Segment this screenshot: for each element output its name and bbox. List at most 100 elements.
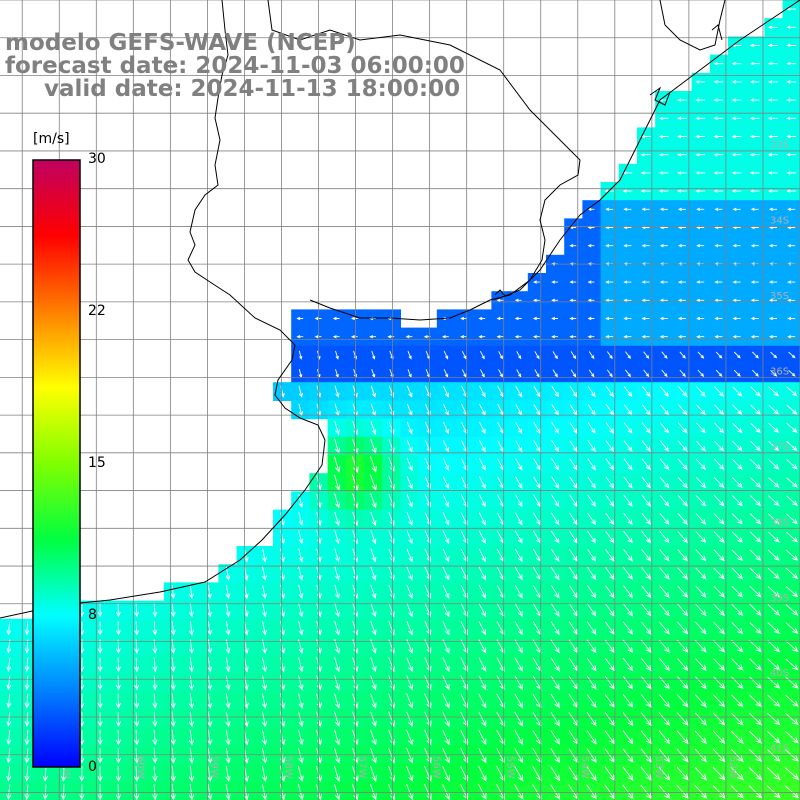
lat-label: 33S <box>770 140 789 151</box>
wind-arrow <box>640 657 652 672</box>
wind-arrow <box>640 784 653 800</box>
wind-arrow <box>623 280 632 284</box>
wind-arrow <box>749 189 760 193</box>
wind-arrow <box>712 766 726 781</box>
wind-arrow <box>406 475 413 490</box>
wind-arrow <box>97 784 103 800</box>
wind-arrow <box>605 422 615 434</box>
wind-arrow <box>786 440 798 452</box>
wind-arrow <box>785 676 799 689</box>
wind-arrow <box>170 747 176 764</box>
wind-arrow <box>6 784 12 800</box>
wind-arrow <box>659 243 668 248</box>
lat-label: 37S <box>770 442 789 453</box>
wind-arrow <box>677 116 687 121</box>
wind-arrow <box>713 531 725 543</box>
wind-arrow <box>767 567 780 580</box>
wind-arrow <box>640 189 651 193</box>
wind-arrow <box>569 548 578 562</box>
wind-arrow <box>715 351 723 359</box>
wind-arrow <box>225 566 231 581</box>
wind-arrow <box>677 585 689 598</box>
wind-arrow <box>713 458 725 470</box>
wind-arrow <box>677 567 688 580</box>
wind-arrow <box>170 675 176 691</box>
wind-arrow <box>768 98 778 102</box>
wind-arrow <box>623 207 632 212</box>
lat-label: 40S <box>770 668 789 679</box>
wind-arrow <box>749 458 762 470</box>
wind-arrow <box>134 621 140 636</box>
wind-arrow <box>442 784 450 800</box>
wind-arrow <box>768 280 777 284</box>
wind-arrow <box>640 694 652 708</box>
wind-arrow <box>748 748 763 763</box>
wind-arrow <box>713 494 725 507</box>
wind-arrow <box>115 765 122 783</box>
wind-arrow <box>533 476 541 489</box>
wind-arrow <box>658 171 669 175</box>
wind-arrow <box>676 676 689 690</box>
wind-arrow <box>768 404 780 415</box>
wind-arrow <box>714 386 724 397</box>
wind-arrow <box>262 602 267 618</box>
wind-arrow <box>659 549 670 562</box>
wind-arrow <box>659 404 670 416</box>
wind-arrow <box>695 404 706 416</box>
wind-arrow <box>478 729 487 746</box>
wind-arrow <box>134 711 140 728</box>
wind-arrow <box>641 316 650 321</box>
wind-arrow <box>152 621 158 636</box>
wind-arrow <box>225 747 231 764</box>
wind-arrow <box>732 243 741 248</box>
wind-arrow <box>514 766 524 782</box>
wind-arrow <box>443 350 449 360</box>
wind-arrow <box>261 765 268 783</box>
wind-arrow <box>623 603 634 617</box>
wind-arrow <box>749 152 760 157</box>
wind-arrow <box>767 640 781 653</box>
wind-arrow <box>334 657 341 673</box>
wind-arrow <box>551 530 560 544</box>
wind-arrow <box>334 602 340 618</box>
wind-arrow <box>713 585 725 598</box>
wind-arrow <box>641 386 651 398</box>
wind-arrow <box>586 784 597 800</box>
wind-arrow <box>622 730 634 745</box>
wind-arrow <box>748 767 763 781</box>
wind-arrow <box>659 298 668 303</box>
wind-arrow <box>731 621 744 635</box>
wind-arrow <box>768 207 777 212</box>
wind-arrow <box>677 207 686 212</box>
wind-arrow <box>588 369 595 378</box>
wind-arrow <box>587 530 597 544</box>
wind-arrow <box>641 280 650 284</box>
wind-arrow <box>550 730 560 745</box>
wind-arrow <box>570 369 577 378</box>
wind-arrow <box>622 189 633 193</box>
wind-arrow <box>784 785 799 799</box>
wind-arrow <box>352 729 359 746</box>
wind-arrow <box>785 731 799 744</box>
wind-arrow <box>677 476 688 489</box>
wind-arrow <box>134 765 140 783</box>
wind-arrow <box>532 334 540 339</box>
wind-arrow <box>334 729 341 746</box>
lon-label: 55W <box>505 756 516 779</box>
wind-arrow <box>370 602 377 618</box>
wind-arrow <box>641 334 650 339</box>
wind-arrow <box>334 620 340 636</box>
wind-arrow <box>586 730 597 745</box>
wind-arrow <box>787 280 796 284</box>
wind-arrow <box>352 711 359 728</box>
wind-arrow <box>677 603 689 617</box>
wind-arrow <box>207 675 213 691</box>
wind-arrow <box>770 351 778 359</box>
wind-arrow <box>659 334 668 339</box>
wind-arrow <box>478 657 487 672</box>
wind-arrow <box>695 621 707 635</box>
wind-arrow <box>516 351 522 360</box>
wind-arrow <box>334 493 341 509</box>
wind-arrow <box>732 280 741 284</box>
wind-arrow <box>478 675 487 691</box>
